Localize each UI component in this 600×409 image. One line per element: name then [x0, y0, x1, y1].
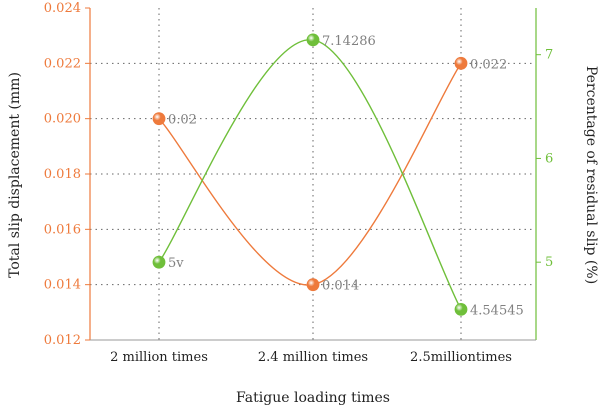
- slip-displacement-point: [454, 56, 468, 70]
- series-points: [152, 33, 468, 316]
- data-label: 0.02: [168, 113, 197, 128]
- right-tick-label: 5: [545, 255, 553, 270]
- right-tick-label: 6: [545, 151, 553, 166]
- data-label: 0.022: [470, 57, 507, 72]
- x-tick-label: 2.4 million times: [258, 350, 368, 365]
- residual-slip-point: [306, 33, 320, 47]
- left-tick-label: 0.012: [44, 333, 81, 348]
- left-tick-label: 0.024: [44, 1, 81, 16]
- x-tick-label: 2.5milliontimes: [410, 350, 512, 365]
- left-tick-label: 0.020: [44, 112, 81, 127]
- right-axis-title: Percentage of residual slip (%): [583, 66, 599, 284]
- left-tick-label: 0.018: [44, 167, 81, 182]
- data-labels: 0.02 0.014 0.022 5v 7.14286 4.54545: [168, 34, 524, 318]
- slip-displacement-point: [152, 112, 166, 126]
- data-label: 0.014: [322, 279, 359, 294]
- tick-labels: 2 million times 2.4 million times 2.5milli…: [44, 1, 554, 365]
- right-tick-label: 7: [545, 48, 553, 63]
- x-axis-title: Fatigue loading times: [236, 390, 390, 406]
- residual-slip-point: [454, 302, 468, 316]
- left-tick-label: 0.016: [44, 222, 81, 237]
- residual-slip-point: [152, 255, 166, 269]
- left-tick-label: 0.022: [44, 56, 81, 71]
- data-label: 4.54545: [470, 303, 524, 318]
- left-tick-label: 0.014: [44, 278, 81, 293]
- left-axis-title: Total slip displacement (mm): [7, 72, 23, 278]
- data-label: 7.14286: [322, 34, 376, 49]
- slip-displacement-point: [306, 278, 320, 292]
- data-label: 5v: [168, 256, 184, 271]
- x-tick-label: 2 million times: [110, 350, 208, 365]
